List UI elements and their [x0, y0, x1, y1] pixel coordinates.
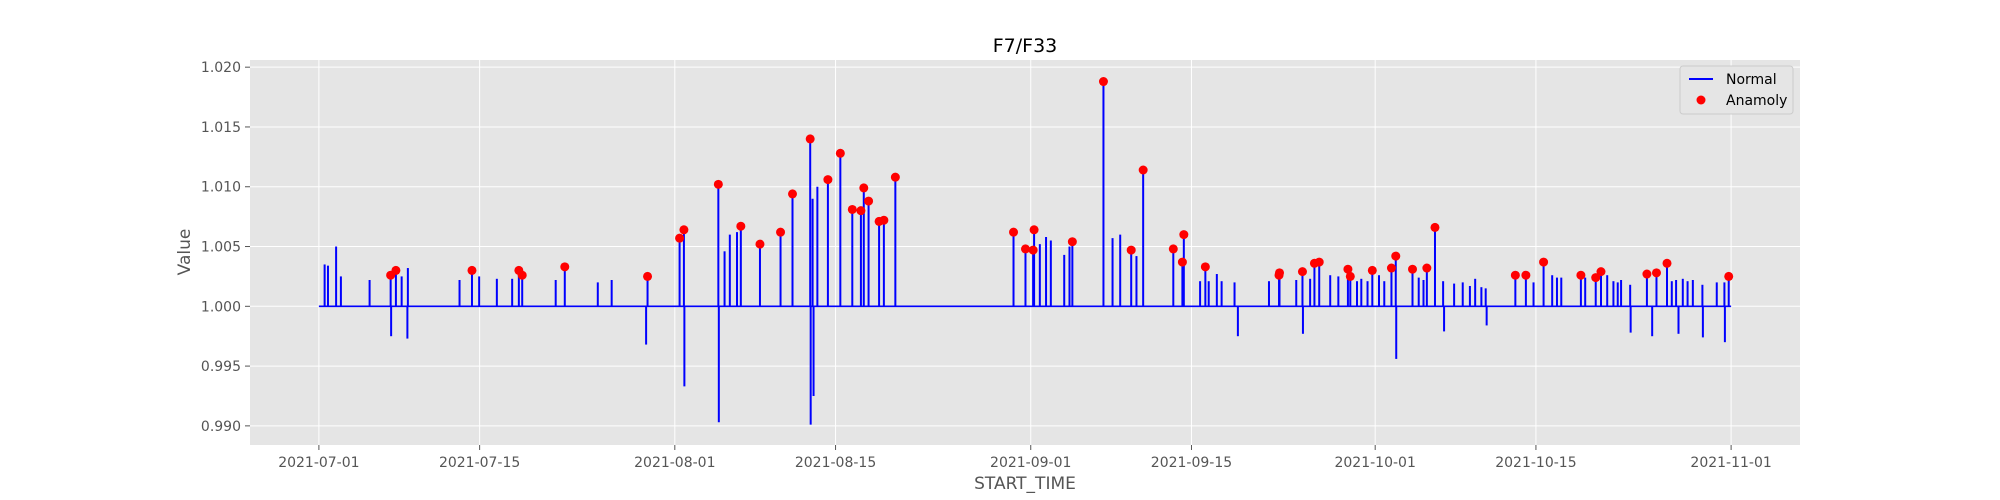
anamoly-point — [675, 233, 685, 243]
x-tick-label: 2021-09-15 — [1151, 455, 1232, 471]
anamoly-point — [1343, 264, 1353, 274]
anamoly-point — [1651, 268, 1661, 278]
anamoly-point — [1386, 263, 1396, 273]
y-tick-label: 1.015 — [201, 120, 241, 136]
x-tick-label: 2021-11-01 — [1690, 455, 1771, 471]
series-layer — [318, 77, 1734, 425]
anamoly-point — [1408, 264, 1417, 274]
anamoly-point — [1391, 251, 1401, 261]
x-tick-label: 2021-08-15 — [795, 455, 876, 471]
chart-title: F7/F33 — [993, 35, 1058, 57]
anamoly-point — [467, 265, 477, 275]
x-axis-ticks: 2021-07-01 2021-07-15 2021-08-01 2021-08-15… — [278, 445, 1772, 471]
anamoly-point — [856, 206, 866, 216]
x-axis-title: START_TIME — [974, 474, 1076, 494]
anamoly-point — [1179, 230, 1189, 240]
legend-anamoly-swatch — [1696, 95, 1706, 105]
anamoly-point — [864, 196, 874, 206]
anamoly-point — [1662, 258, 1672, 268]
anamoly-point — [805, 134, 815, 144]
anamoly-point — [391, 265, 401, 275]
x-tick-label: 2021-08-01 — [634, 455, 715, 471]
anamoly-point — [1297, 267, 1307, 277]
anamoly-point — [1168, 244, 1178, 254]
anamoly-point — [1009, 227, 1019, 237]
anamoly-point — [890, 172, 900, 182]
anamoly-point — [1200, 262, 1210, 272]
anamoly-point — [1028, 245, 1038, 255]
anamoly-point — [879, 215, 889, 225]
legend-anamoly-label: Anamoly — [1726, 93, 1787, 109]
anamoly-point — [755, 239, 765, 249]
anamoly-point — [1275, 268, 1285, 278]
anamoly-point — [1591, 273, 1601, 283]
x-tick-label: 2021-10-01 — [1334, 455, 1415, 471]
anamoly-point — [1422, 263, 1432, 273]
x-tick-label: 2021-10-15 — [1495, 455, 1576, 471]
y-tick-label: 0.990 — [201, 419, 241, 435]
y-tick-label: 1.020 — [201, 60, 241, 76]
anamoly-point — [1314, 257, 1324, 267]
x-tick-label: 2021-09-01 — [990, 455, 1071, 471]
anamoly-point — [1020, 244, 1030, 254]
y-tick-label: 0.995 — [201, 359, 241, 375]
anamoly-point — [788, 189, 797, 199]
anamoly-point — [1576, 270, 1586, 280]
anamoly-point — [1430, 222, 1440, 232]
anamoly-point — [1029, 225, 1039, 235]
anamoly-point — [1642, 269, 1652, 279]
anamoly-point — [1367, 265, 1377, 275]
anamoly-point — [679, 225, 689, 235]
anamoly-point — [1510, 270, 1520, 280]
anamoly-point — [643, 271, 653, 281]
y-tick-label: 1.005 — [201, 240, 241, 256]
anamoly-point — [1345, 271, 1355, 281]
anamoly-point — [517, 270, 527, 280]
y-tick-label: 1.000 — [201, 299, 241, 315]
anamoly-point — [1098, 77, 1108, 87]
anamoly-point — [1724, 271, 1734, 281]
anamoly-point — [847, 204, 857, 214]
y-axis-ticks: 0.990 0.995 1.000 1.005 1.010 1.015 1.020 — [201, 60, 250, 435]
anamoly-point — [1067, 237, 1077, 247]
x-tick-label: 2021-07-01 — [278, 455, 359, 471]
anamoly-point — [1126, 245, 1136, 255]
anamoly-point — [560, 262, 570, 272]
anamoly-point — [1177, 257, 1187, 267]
legend: Normal Anamoly — [1679, 65, 1794, 115]
legend-normal-label: Normal — [1726, 72, 1777, 88]
anamoly-point — [859, 183, 869, 193]
anamoly-point — [1138, 165, 1148, 175]
y-tick-label: 1.010 — [201, 180, 241, 196]
anamoly-point — [776, 227, 786, 237]
y-axis-title: Value — [175, 229, 195, 276]
anamoly-point — [835, 148, 845, 158]
anamoly-point — [1539, 257, 1549, 267]
anamoly-point — [823, 175, 833, 185]
anamoly-point — [1596, 267, 1606, 277]
anamoly-point — [736, 221, 746, 231]
anamoly-point — [713, 179, 723, 189]
anamoly-point — [1521, 270, 1531, 280]
x-tick-label: 2021-07-15 — [439, 455, 520, 471]
